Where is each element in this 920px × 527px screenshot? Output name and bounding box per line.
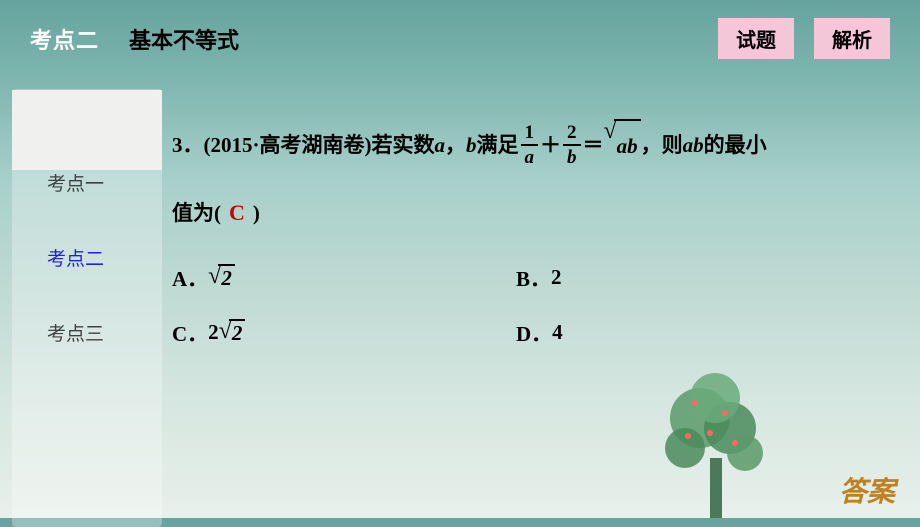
option-b-label: B．: [516, 263, 551, 293]
option-d: D． 4: [516, 318, 860, 348]
stem-text-1: 若实数: [372, 120, 435, 170]
var-ab: ab: [683, 120, 704, 170]
line2-suffix: ): [253, 190, 260, 236]
option-c-label: C．: [172, 318, 208, 348]
question-number: 3．: [172, 120, 204, 170]
option-a-label: A．: [172, 263, 208, 293]
tree-decoration-icon: [650, 358, 780, 518]
answer-footer-label[interactable]: 答案: [839, 470, 895, 510]
answer-letter: C: [221, 189, 253, 237]
sidebar-item-point3[interactable]: 考点三: [47, 319, 162, 346]
option-c-sqrt: √ 2: [219, 319, 246, 346]
frac2-num: 2: [563, 123, 581, 146]
option-c-prefix: 2: [208, 320, 219, 345]
frac1-num: 1: [521, 123, 539, 146]
comma: ，: [445, 120, 466, 170]
page-title: 基本不等式: [129, 23, 688, 55]
question-stem-line1: 3．(2015·高考湖南卷)若实数 a，b 满足 1 a ＋ 2 b ＝ √ a…: [172, 119, 860, 171]
var-a: a: [435, 120, 446, 170]
var-b: b: [466, 120, 477, 170]
tab-question[interactable]: 试题: [718, 18, 794, 59]
option-a: A． √ 2: [172, 263, 516, 293]
sidebar-bg: [12, 90, 162, 170]
fraction-2: 2 b: [563, 123, 581, 167]
sqrt-ab: √ ab: [604, 119, 641, 171]
option-b-value: 2: [551, 265, 562, 290]
sqrt-content: ab: [614, 119, 641, 171]
question-stem-line2: 值为( C ): [172, 189, 860, 237]
option-d-value: 4: [552, 320, 563, 345]
equals-sign: ＝: [583, 120, 604, 170]
main-content: 3．(2015·高考湖南卷)若实数 a，b 满足 1 a ＋ 2 b ＝ √ a…: [162, 89, 920, 527]
header-bar: 考点二 基本不等式 试题 解析: [0, 0, 920, 59]
line2-prefix: 值为(: [172, 190, 221, 236]
option-d-label: D．: [516, 318, 552, 348]
sidebar-item-point1[interactable]: 考点一: [47, 169, 162, 196]
options-grid: A． √ 2 B． 2 C． 2 √ 2 D． 4: [172, 263, 860, 348]
section-label: 考点二: [30, 23, 99, 55]
sidebar-item-point2[interactable]: 考点二: [47, 244, 162, 271]
stem-text-3: ，则: [641, 120, 683, 170]
option-b: B． 2: [516, 263, 860, 293]
option-c-sqrt-val: 2: [229, 319, 246, 346]
option-a-sqrt: √ 2: [208, 264, 235, 291]
option-a-sqrt-val: 2: [218, 264, 235, 291]
fraction-1: 1 a: [521, 123, 539, 167]
option-c: C． 2 √ 2: [172, 318, 516, 348]
plus-sign: ＋: [540, 120, 561, 170]
stem-text-2: 满足: [477, 120, 519, 170]
frac1-den: a: [521, 146, 539, 167]
frac2-den: b: [563, 146, 581, 167]
tab-buttons: 试题 解析: [718, 18, 890, 59]
stem-text-4: 的最小: [704, 120, 767, 170]
tab-analysis[interactable]: 解析: [814, 18, 890, 59]
question-source: (2015·高考湖南卷): [204, 120, 372, 170]
